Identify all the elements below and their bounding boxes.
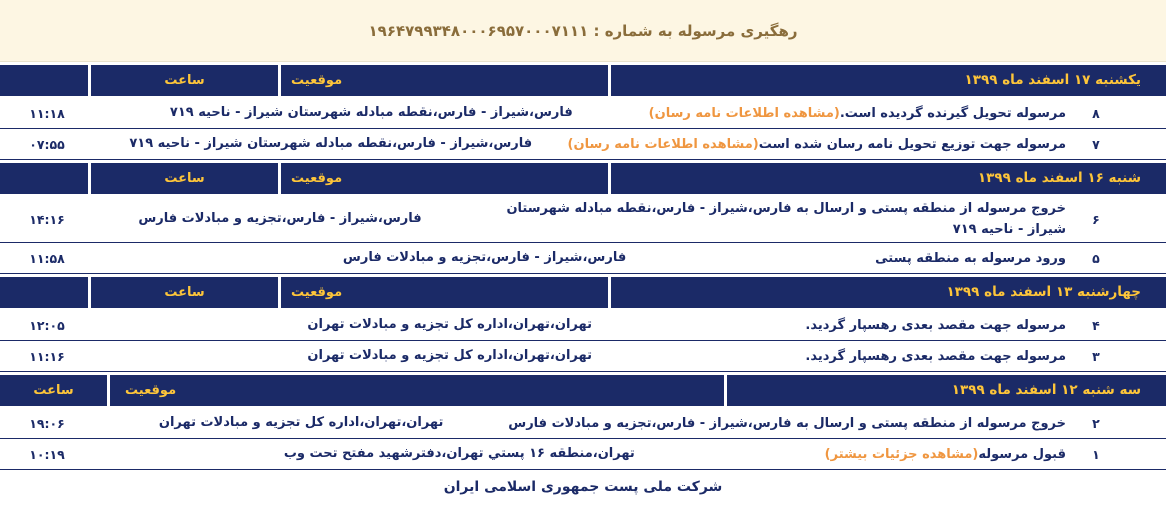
- status-text: مرسوله جهت توزیع تحویل نامه رسان شده است: [758, 136, 1066, 152]
- row-location: تهران،تهران،اداره کل تجزیه و مبادلات تهر…: [307, 317, 592, 332]
- time-column-header: ساعت: [91, 163, 281, 194]
- tracking-row: ۶ خروج مرسوله از منطقه پستی و ارسال به ف…: [0, 196, 1166, 243]
- date-label: چهارشنبه ۱۳ اسفند ماه ۱۳۹۹: [946, 284, 1141, 300]
- details-link[interactable]: (مشاهده اطلاعات نامه رسان): [567, 136, 759, 152]
- tracking-table: یکشنبه ۱۷ اسفند ماه ۱۳۹۹ موقعیت ساعت ۸ م…: [0, 65, 1166, 470]
- status-text: قبول مرسوله: [978, 446, 1066, 462]
- page-header: رهگیری مرسوله به شماره : ۱۹۶۴۷۹۹۳۴۸۰۰۰۶۹…: [0, 0, 1166, 62]
- row-number: ۳: [1092, 348, 1100, 364]
- section-rows: ۸ مرسوله تحویل گیرنده گردیده است.(مشاهده…: [0, 98, 1166, 160]
- location-column-header: موقعیت: [281, 163, 611, 194]
- date-label: سه شنبه ۱۲ اسفند ماه ۱۳۹۹: [951, 382, 1141, 398]
- row-number: ۴: [1092, 317, 1100, 333]
- date-section: یکشنبه ۱۷ اسفند ماه ۱۳۹۹ موقعیت ساعت ۸ م…: [0, 65, 1166, 160]
- tracking-row: ۵ ورود مرسوله به منطقه پستی فارس،شیراز -…: [0, 243, 1166, 274]
- location-column-header: موقعیت: [281, 277, 611, 308]
- row-number: ۱: [1092, 446, 1100, 462]
- section-rows: ۴ مرسوله جهت مقصد بعدی رهسپار گردید. تهر…: [0, 310, 1166, 372]
- page-title: رهگیری مرسوله به شماره : ۱۹۶۴۷۹۹۳۴۸۰۰۰۶۹…: [368, 21, 798, 40]
- details-link[interactable]: (مشاهده اطلاعات نامه رسان): [648, 105, 840, 121]
- tracking-row: ۴ مرسوله جهت مقصد بعدی رهسپار گردید. تهر…: [0, 310, 1166, 341]
- row-time: ۱۰:۱۹: [29, 446, 65, 462]
- row-time: ۱۹:۰۶: [29, 415, 65, 431]
- date-section: چهارشنبه ۱۳ اسفند ماه ۱۳۹۹ موقعیت ساعت ۴…: [0, 277, 1166, 372]
- row-status: مرسوله جهت توزیع تحویل نامه رسان شده است…: [568, 134, 1066, 155]
- row-number: ۸: [1092, 105, 1100, 121]
- tracking-row: ۱ قبول مرسوله(مشاهده جزئیات بیشتر) تهران…: [0, 439, 1166, 470]
- status-text: مرسوله جهت مقصد بعدی رهسپار گردید.: [805, 348, 1066, 364]
- row-location: تهران،تهران،اداره کل تجزیه و مبادلات تهر…: [307, 348, 592, 363]
- tracking-row: ۷ مرسوله جهت توزیع تحویل نامه رسان شده ا…: [0, 129, 1166, 160]
- time-column-header: ساعت: [0, 375, 110, 406]
- row-number: ۶: [1092, 211, 1100, 227]
- row-number: ۲: [1092, 415, 1100, 431]
- date-header-bar: یکشنبه ۱۷ اسفند ماه ۱۳۹۹ موقعیت ساعت: [0, 65, 1166, 96]
- row-number: ۷: [1092, 136, 1100, 152]
- status-text: ورود مرسوله به منطقه پستی: [875, 250, 1066, 266]
- footer-company-name: شرکت ملی پست جمهوری اسلامی ایران: [443, 479, 723, 495]
- row-number: ۵: [1092, 250, 1100, 266]
- header-spacer: [0, 65, 91, 96]
- status-text: خروج مرسوله از منطقه پستی و ارسال به فار…: [506, 201, 1066, 237]
- date-section: سه شنبه ۱۲ اسفند ماه ۱۳۹۹ موقعیت ساعت ۲ …: [0, 375, 1166, 470]
- page-footer: شرکت ملی پست جمهوری اسلامی ایران: [0, 470, 1166, 505]
- row-location: فارس،شیراز - فارس،تجزیه و مبادلات فارس: [342, 250, 627, 265]
- row-location: تهران،منطقه ۱۶ پستي تهران،دفترشهید مفتح …: [283, 446, 635, 461]
- row-status: قبول مرسوله(مشاهده جزئیات بیشتر): [825, 444, 1066, 465]
- row-time: ۱۱:۵۸: [29, 250, 65, 266]
- section-rows: ۲ خروج مرسوله از منطقه پستی و ارسال به ف…: [0, 408, 1166, 470]
- details-link[interactable]: (مشاهده جزئیات بیشتر): [824, 446, 979, 462]
- row-location: فارس،شیراز - فارس،تجزیه و مبادلات فارس: [138, 211, 422, 226]
- section-rows: ۶ خروج مرسوله از منطقه پستی و ارسال به ف…: [0, 196, 1166, 274]
- time-column-header: ساعت: [91, 277, 281, 308]
- row-location: فارس،شیراز - فارس،نقطه مبادله شهرستان شی…: [169, 105, 573, 120]
- row-location: تهران،تهران،اداره کل تجزیه و مبادلات تهر…: [158, 415, 444, 430]
- row-status: خروج مرسوله از منطقه پستی و ارسال به فار…: [466, 198, 1066, 240]
- status-text: مرسوله جهت مقصد بعدی رهسپار گردید.: [805, 317, 1066, 333]
- status-text: خروج مرسوله از منطقه پستی و ارسال به فار…: [508, 415, 1066, 431]
- row-time: ۱۲:۰۵: [29, 317, 65, 333]
- tracking-row: ۲ خروج مرسوله از منطقه پستی و ارسال به ف…: [0, 408, 1166, 439]
- tracking-row: ۳ مرسوله جهت مقصد بعدی رهسپار گردید. تهر…: [0, 341, 1166, 372]
- location-column-header: موقعیت: [281, 65, 611, 96]
- date-label: یکشنبه ۱۷ اسفند ماه ۱۳۹۹: [964, 72, 1141, 88]
- row-status: مرسوله جهت مقصد بعدی رهسپار گردید.: [805, 315, 1066, 336]
- tracking-row: ۸ مرسوله تحویل گیرنده گردیده است.(مشاهده…: [0, 98, 1166, 129]
- row-status: مرسوله تحویل گیرنده گردیده است.(مشاهده ا…: [649, 103, 1066, 124]
- date-label: شنبه ۱۶ اسفند ماه ۱۳۹۹: [977, 170, 1141, 186]
- header-spacer: [0, 277, 91, 308]
- date-header-bar: سه شنبه ۱۲ اسفند ماه ۱۳۹۹ موقعیت ساعت: [0, 375, 1166, 406]
- date-header-bar: شنبه ۱۶ اسفند ماه ۱۳۹۹ موقعیت ساعت: [0, 163, 1166, 194]
- row-status: مرسوله جهت مقصد بعدی رهسپار گردید.: [805, 346, 1066, 367]
- row-status: ورود مرسوله به منطقه پستی: [875, 248, 1066, 269]
- row-status: خروج مرسوله از منطقه پستی و ارسال به فار…: [508, 413, 1066, 434]
- status-text: مرسوله تحویل گیرنده گردیده است.: [839, 105, 1066, 121]
- row-location: فارس،شیراز - فارس،نقطه مبادله شهرستان شی…: [129, 136, 533, 151]
- row-time: ۱۱:۱۶: [29, 348, 65, 364]
- location-column-header: موقعیت: [110, 375, 727, 406]
- row-time: ۱۴:۱۶: [29, 211, 65, 227]
- header-spacer: [0, 163, 91, 194]
- time-column-header: ساعت: [91, 65, 281, 96]
- row-time: ۱۱:۱۸: [29, 105, 65, 121]
- date-header-bar: چهارشنبه ۱۳ اسفند ماه ۱۳۹۹ موقعیت ساعت: [0, 277, 1166, 308]
- row-time: ۰۷:۵۵: [29, 136, 65, 152]
- date-section: شنبه ۱۶ اسفند ماه ۱۳۹۹ موقعیت ساعت ۶ خرو…: [0, 163, 1166, 274]
